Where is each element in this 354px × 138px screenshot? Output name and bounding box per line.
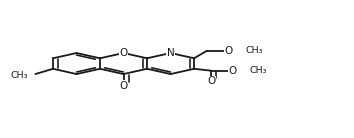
Text: N: N [167, 48, 175, 58]
Text: CH₃: CH₃ [10, 71, 28, 80]
Text: O: O [225, 46, 233, 56]
Text: O: O [207, 76, 215, 86]
Text: CH₃: CH₃ [246, 46, 263, 55]
Text: O: O [119, 81, 128, 91]
Text: O: O [119, 48, 128, 58]
Text: CH₃: CH₃ [250, 66, 267, 75]
Text: O: O [229, 66, 237, 76]
